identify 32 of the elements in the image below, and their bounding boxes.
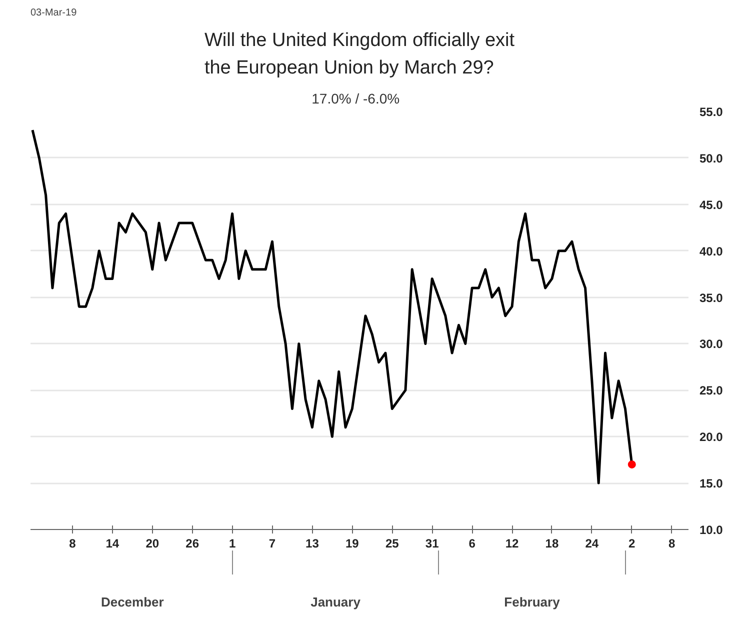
x-tick-label: 1: [228, 536, 236, 550]
y-tick-label: 10.0: [700, 523, 724, 537]
y-tick-label: 50.0: [700, 151, 724, 166]
x-tick-label: 8: [69, 536, 76, 550]
text: December: [100, 594, 164, 610]
x-tick-label: 25: [385, 536, 400, 550]
y-tick-label: 20.0: [700, 430, 724, 444]
x-tick-label: 6: [468, 536, 476, 550]
y-tick-label: 25.0: [700, 384, 724, 398]
x-tick-label: 20: [146, 536, 160, 550]
y-tick-label: 45.0: [700, 198, 724, 212]
y-tick-label: 40.0: [700, 244, 724, 258]
chart-title: Will the United Kingdom officially exit the European Union by March 29?: [204, 30, 516, 78]
y-tick-label: 55.0: [700, 105, 724, 119]
chart-subtitle: 17.0% / -6.0%: [312, 90, 400, 106]
x-tick-label: 18: [545, 536, 559, 550]
x-tick-label: 8: [668, 536, 676, 550]
y-tick-label: 35.0: [700, 290, 724, 305]
x-tick-label: 13: [306, 536, 320, 550]
x-tick-label: 31: [425, 536, 440, 550]
text: February: [504, 594, 561, 610]
y-tick-label: 30.0: [700, 337, 724, 352]
text: January: [310, 594, 362, 610]
y-tick-label: 15.0: [700, 476, 724, 491]
x-tick-label: 24: [585, 536, 599, 550]
x-tick-label: 19: [346, 536, 360, 550]
x-tick-label: 2: [628, 536, 636, 550]
x-tick-label: 7: [268, 536, 276, 550]
text: 03-Mar-19: [30, 8, 78, 18]
x-tick-label: 26: [186, 536, 200, 550]
x-tick-label: 12: [505, 536, 520, 550]
x-tick-label: 14: [106, 536, 120, 550]
